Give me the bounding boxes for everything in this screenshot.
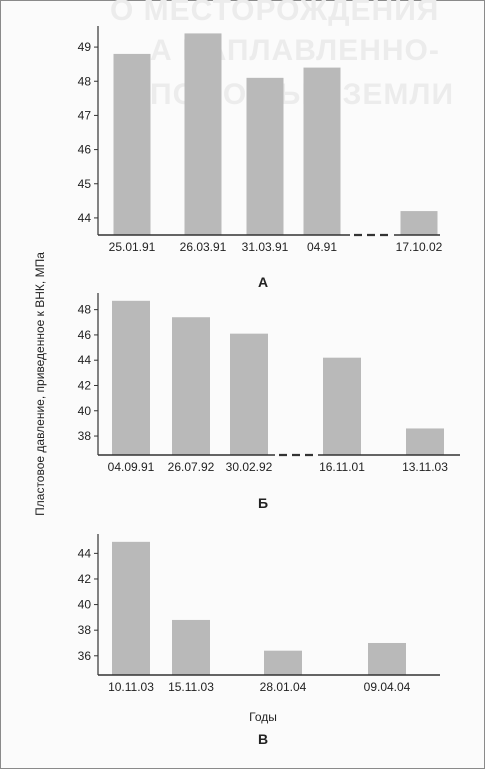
bar-a-1 <box>113 53 151 235</box>
x-tick-label: 26.03.91 <box>180 240 227 254</box>
y-tick-label: 44 <box>78 546 92 560</box>
panel-label-b: Б <box>258 495 268 511</box>
x-tick-label: 16.11.01 <box>319 460 365 474</box>
x-tick-label: 04.09.91 <box>108 460 155 474</box>
y-tick-label: 45 <box>78 177 92 191</box>
y-tick-label: 38 <box>78 429 92 443</box>
y-tick-label: 46 <box>78 328 92 342</box>
y-tick-label: 44 <box>78 353 92 367</box>
panel-label-v: В <box>258 731 268 747</box>
y-tick-label: 48 <box>78 74 92 88</box>
bar-a-3 <box>246 77 284 235</box>
y-tick-label: 46 <box>78 143 92 157</box>
x-tick-label: 28.01.04 <box>260 680 307 694</box>
y-tick-label: 40 <box>78 404 92 418</box>
x-tick-label: 30.02.92 <box>226 460 273 474</box>
y-tick-label: 36 <box>78 649 92 663</box>
bar-a-4 <box>303 67 341 235</box>
x-tick-label: 31.03.91 <box>242 240 289 254</box>
bar-v-4 <box>368 642 406 675</box>
y-tick-label: 44 <box>78 211 92 225</box>
bar-b-4 <box>323 357 361 455</box>
bar-a-5 <box>400 211 438 235</box>
x-tick-label: 10.11.03 <box>108 680 154 694</box>
bar-v-1 <box>112 541 150 675</box>
x-tick-label: 13.11.03 <box>402 460 448 474</box>
chart-panel-b: 38 40 42 44 46 48 04.09.91 26.07.92 30.02.92 16.1… <box>78 293 460 474</box>
bar-b-2 <box>172 317 210 455</box>
bar-b-5 <box>406 428 444 455</box>
panel-label-a: А <box>258 274 268 290</box>
y-tick-label: 48 <box>78 303 92 317</box>
y-tick-label: 47 <box>78 108 92 122</box>
y-tick-label: 42 <box>78 572 92 586</box>
y-tick-label: 49 <box>78 40 92 54</box>
x-tick-label: 04.91 <box>307 240 337 254</box>
x-tick-label: 09.04.04 <box>364 680 411 694</box>
bar-b-3 <box>230 333 268 455</box>
y-tick-label: 38 <box>78 623 92 637</box>
y-axis-label: Пластовое давление, приведенное к ВНК, М… <box>33 252 47 516</box>
y-tick-label: 40 <box>78 598 92 612</box>
chart-panel-v: 36 38 40 42 44 10.11.03 15.11.03 28.01.04 09.04.… <box>78 534 440 694</box>
x-axis-label: Годы <box>249 710 277 724</box>
bar-b-1 <box>112 300 150 455</box>
chart-panel-a: 44 45 46 47 48 49 25.01.91 26.03.91 31.03.91 04.9… <box>78 26 443 254</box>
bar-a-2 <box>184 33 222 235</box>
bar-v-2 <box>172 619 210 675</box>
y-tick-label: 42 <box>78 378 92 392</box>
x-tick-label: 26.07.92 <box>168 460 215 474</box>
x-tick-label: 25.01.91 <box>109 240 156 254</box>
x-tick-label: 15.11.03 <box>168 680 214 694</box>
x-tick-label: 17.10.02 <box>396 240 443 254</box>
bar-v-3 <box>264 650 302 675</box>
